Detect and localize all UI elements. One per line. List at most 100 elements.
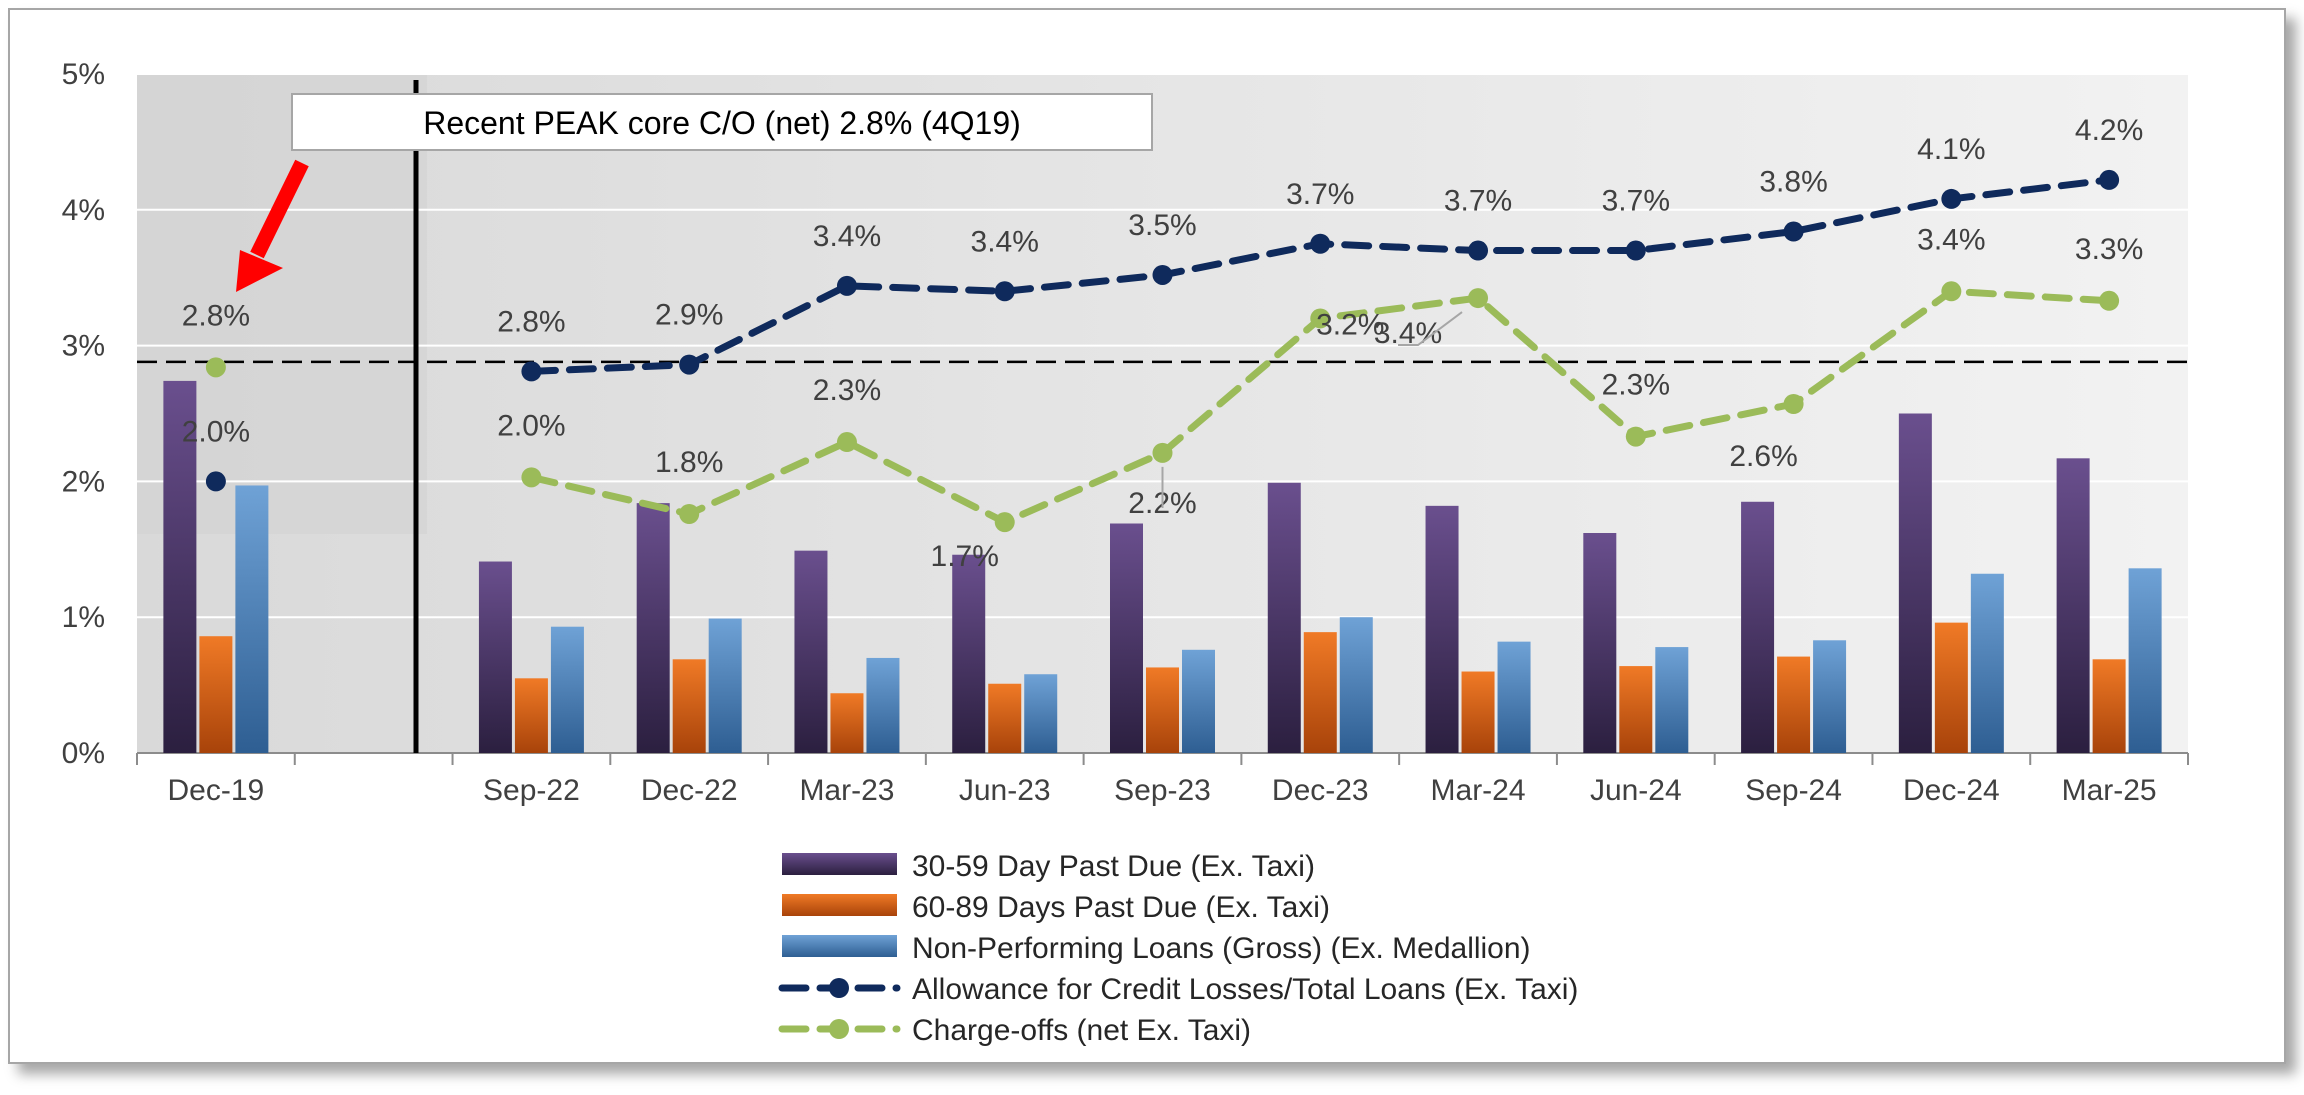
bar (672, 659, 706, 753)
legend-label: Allowance for Credit Losses/Total Loans … (912, 973, 1578, 1006)
bar (514, 678, 548, 753)
x-tick-label: Sep-23 (1114, 774, 1211, 807)
data-point (521, 361, 542, 382)
bar (1110, 523, 1143, 753)
data-label: 4.2% (2075, 114, 2143, 147)
bar (2092, 659, 2126, 753)
x-tick-label: Dec-24 (1903, 774, 2000, 807)
x-tick-label: Mar-23 (799, 774, 894, 807)
data-point (994, 281, 1015, 302)
data-label: 3.7% (1444, 185, 1512, 218)
bar (1024, 674, 1058, 753)
bar (1970, 573, 2004, 753)
label-leader-line (1398, 311, 1463, 346)
data-label: 2.0% (182, 415, 250, 448)
data-label: 3.4% (1917, 223, 1985, 256)
annotations: Recent PEAK core C/O (net) 2.8% (4Q19) (236, 93, 1153, 292)
data-point (1625, 240, 1646, 261)
legend-label: Non-Performing Loans (Gross) (Ex. Medall… (912, 932, 1531, 965)
bar (1182, 649, 1215, 753)
bar (830, 693, 864, 753)
data-label: 2.8% (182, 299, 250, 332)
data-label: 2.0% (497, 409, 565, 442)
y-tick-label: 5% (62, 58, 105, 91)
data-label: 3.4% (971, 225, 1039, 258)
x-tick-label: Dec-19 (168, 774, 265, 807)
data-point (1783, 221, 1804, 242)
chart-frame: 0% 1% 2% 3% 4% 5% Dec-19 Sep-22 Dec-22 Mar-23 Jun-… (8, 8, 2286, 1064)
legend-swatch (782, 894, 897, 916)
data-point (1310, 233, 1331, 254)
data-label: 1.7% (931, 540, 999, 573)
legend-swatch (782, 935, 897, 957)
data-label: 3.8% (1759, 166, 1827, 199)
data-point (205, 471, 226, 492)
y-tick-label: 4% (62, 194, 105, 227)
bar (708, 618, 742, 753)
data-point (1783, 393, 1804, 414)
bar (1461, 671, 1495, 753)
legend-marker (829, 1019, 849, 1039)
bar (952, 554, 986, 753)
axes: 0% 1% 2% 3% 4% 5% Dec-19 Sep-22 Dec-22 Mar-23 Jun-… (62, 58, 2189, 807)
data-point (205, 357, 226, 378)
bar (1898, 413, 1932, 753)
data-point (2099, 290, 2120, 311)
bar (1777, 656, 1811, 753)
data-label: 2.9% (655, 299, 723, 332)
x-tick-label: Sep-24 (1745, 774, 1842, 807)
x-tick-label: Dec-22 (641, 774, 738, 807)
data-point (836, 432, 857, 453)
data-point (994, 512, 1015, 533)
data-point (679, 503, 700, 524)
x-tick-label: Mar-24 (1431, 774, 1526, 807)
data-label: 2.3% (1602, 369, 1670, 402)
chart: 0% 1% 2% 3% 4% 5% Dec-19 Sep-22 Dec-22 Mar-23 Jun-… (62, 58, 2189, 1047)
plot-area (137, 74, 2188, 753)
bar (988, 683, 1022, 753)
legend-label: Charge-offs (net Ex. Taxi) (912, 1014, 1251, 1047)
x-tick-label: Sep-22 (483, 774, 580, 807)
data-point (1468, 288, 1489, 309)
legend-label: 60-89 Days Past Due (Ex. Taxi) (912, 891, 1330, 924)
callout-arrow-shaft (250, 159, 309, 259)
x-tick-label: Mar-25 (2062, 774, 2157, 807)
bar (478, 561, 512, 753)
bar (163, 380, 197, 753)
bar (1339, 617, 1373, 753)
bar (1741, 501, 1775, 753)
data-point (521, 467, 542, 488)
bar (1425, 505, 1459, 753)
data-point (1310, 308, 1331, 329)
plot-background (137, 74, 2188, 753)
bars (163, 380, 2162, 753)
bar (1267, 482, 1301, 753)
data-point (1941, 188, 1962, 209)
data-point (1152, 442, 1173, 463)
data-point (1941, 281, 1962, 302)
bar (235, 485, 269, 753)
bar (1655, 647, 1689, 753)
data-label: 3.3% (2075, 233, 2143, 266)
bar (1303, 632, 1337, 753)
data-label: 3.7% (1286, 178, 1354, 211)
data-label: 3.7% (1602, 185, 1670, 218)
data-point (1625, 426, 1646, 447)
bar (550, 626, 584, 753)
x-tick-label: Dec-23 (1272, 774, 1369, 807)
data-label: 3.5% (1128, 209, 1196, 242)
callout-arrow-head (236, 250, 283, 292)
bar (2128, 568, 2162, 753)
bar (2056, 458, 2090, 753)
data-point (836, 275, 857, 296)
bar (794, 550, 828, 753)
data-point (1468, 240, 1489, 261)
y-tick-label: 3% (62, 330, 105, 363)
data-label: 1.8% (655, 446, 723, 479)
bar (1619, 666, 1653, 753)
legend: 30-59 Day Past Due (Ex. Taxi) 60-89 Days … (778, 850, 1578, 1047)
bar (199, 636, 233, 753)
y-tick-label: 0% (62, 737, 105, 770)
bar (1583, 533, 1617, 753)
legend-label: 30-59 Day Past Due (Ex. Taxi) (912, 850, 1315, 883)
